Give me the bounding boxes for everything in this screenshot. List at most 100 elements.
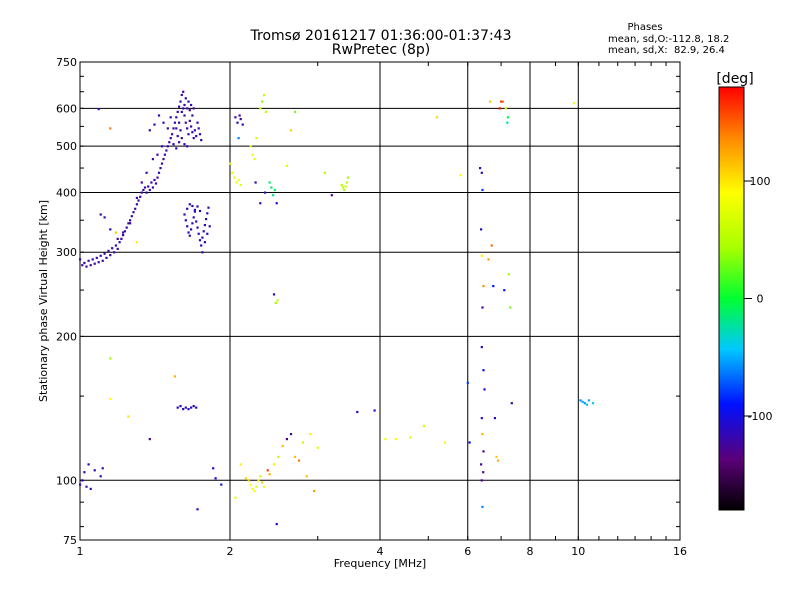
x-tick-label: 6 [464,545,471,558]
data-point [180,137,183,140]
data-point [273,188,276,192]
data-point [188,234,191,237]
data-point [198,209,202,213]
data-point [163,153,166,156]
data-point [132,211,135,214]
data-point [268,473,271,476]
data-point [83,261,86,265]
data-point [239,118,242,121]
data-point [497,459,500,462]
y-tick-label: 600 [56,102,77,115]
data-point [101,259,104,262]
data-point [184,219,187,222]
data-point [201,251,204,254]
data-point [206,232,209,235]
data-point [479,167,482,170]
data-point [109,228,112,231]
data-point [196,226,199,229]
data-point [135,203,138,206]
data-point [195,135,198,138]
data-point [196,508,199,511]
data-point [145,171,148,174]
data-point [109,127,112,130]
data-point [156,153,159,156]
data-point [156,176,159,179]
data-point [268,181,271,184]
data-point [130,215,133,218]
data-point [235,181,238,184]
data-point [583,402,586,405]
data-point [85,485,88,488]
data-point [237,137,240,140]
data-point [207,206,210,209]
data-point [179,129,182,132]
data-point [188,203,191,206]
data-point [190,406,193,409]
data-point [99,475,102,478]
data-point [281,444,284,448]
data-point [176,135,179,138]
data-point [87,463,90,466]
data-point [197,232,200,235]
data-point [495,455,498,458]
data-point [490,244,493,247]
data-point [503,289,506,292]
data-point [145,191,148,194]
data-point [122,234,125,237]
data-point [153,123,156,126]
data-point [239,183,242,187]
data-point [237,178,240,182]
data-point [259,107,262,110]
data-point [203,224,206,227]
y-tick-label: 750 [56,56,77,69]
y-tick-label: 100 [56,474,77,487]
data-point [134,207,137,210]
data-point [482,285,485,288]
data-point [480,417,483,420]
data-point [151,158,154,161]
data-point [127,222,130,225]
x-axis-label: Frequency [MHz] [334,557,426,570]
data-point [103,252,106,255]
data-point [176,110,179,113]
data-point [179,100,182,103]
data-point [97,261,100,264]
data-point [162,158,165,161]
data-point [180,110,183,113]
x-tick-label: 1 [77,545,84,558]
data-point [186,145,189,148]
data-point [344,185,347,188]
data-point [109,254,112,257]
data-point [481,306,484,309]
data-point [289,433,293,436]
data-point [272,194,275,197]
data-point [409,436,412,439]
colorbar-label: [deg] [716,71,753,87]
data-point [247,479,250,482]
data-point [196,205,199,208]
data-point [182,107,185,110]
data-point [343,188,346,192]
data-point [99,213,102,216]
data-point [293,110,297,113]
data-point [114,244,117,247]
data-point [251,153,254,156]
data-point [140,181,143,184]
data-point [148,188,151,192]
data-point [191,204,194,208]
data-point [184,406,187,409]
data-point [259,475,262,478]
data-point [125,226,128,229]
data-point [500,100,503,103]
data-point [443,441,447,444]
data-point [384,438,387,441]
data-point [187,133,190,136]
data-point [116,237,119,240]
data-point [272,463,276,466]
data-point [107,249,110,252]
data-point [148,129,151,132]
data-point [169,116,172,119]
data-point [233,176,236,179]
data-point [188,109,191,112]
